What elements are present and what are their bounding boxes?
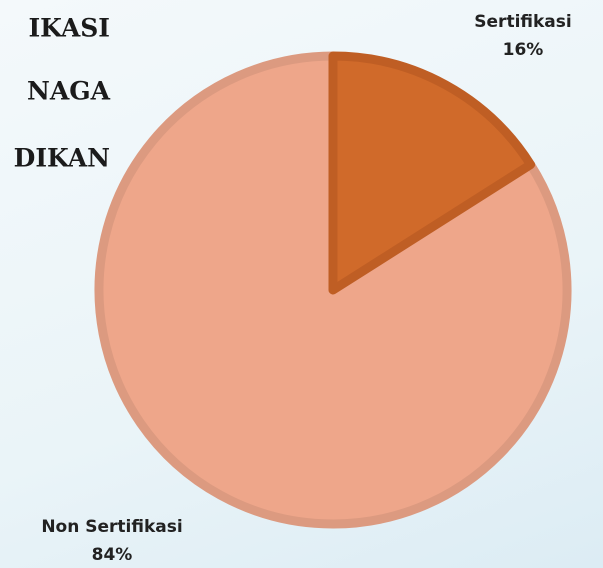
slice-value-label: 16% — [503, 40, 544, 60]
chart-title: IKASI NAGA DIKAN — [14, 14, 111, 173]
title-line: IKASI — [28, 14, 110, 43]
title-line: DIKAN — [14, 144, 110, 173]
labels: Sertifikasi 16% Non Sertifikasi 84% — [41, 12, 571, 565]
slice-label: Sertifikasi — [474, 12, 571, 32]
slice-label: Non Sertifikasi — [41, 517, 182, 537]
title-line: NAGA — [27, 77, 111, 106]
pie-slice — [328, 51, 536, 295]
slice-value-label: 84% — [92, 545, 133, 565]
pie — [94, 51, 572, 529]
